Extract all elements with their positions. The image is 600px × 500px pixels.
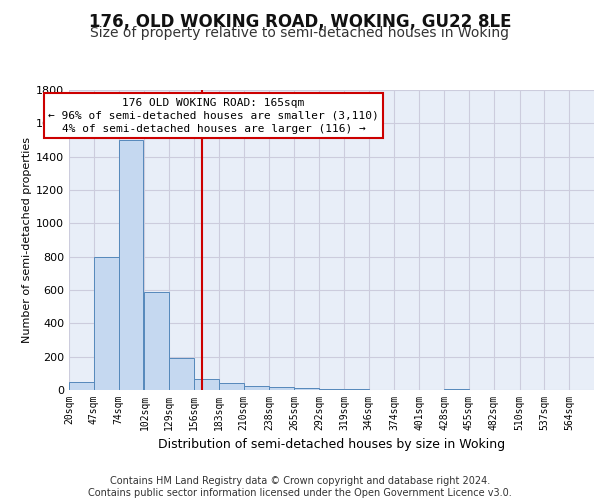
Bar	[219, 384, 244, 390]
Bar	[344, 389, 369, 390]
Bar	[444, 389, 469, 390]
Text: Size of property relative to semi-detached houses in Woking: Size of property relative to semi-detach…	[91, 26, 509, 40]
Text: 176 OLD WOKING ROAD: 165sqm
← 96% of semi-detached houses are smaller (3,110)
4%: 176 OLD WOKING ROAD: 165sqm ← 96% of sem…	[48, 98, 379, 134]
Bar	[294, 388, 319, 390]
Bar	[244, 386, 269, 390]
Bar	[145, 292, 169, 390]
X-axis label: Distribution of semi-detached houses by size in Woking: Distribution of semi-detached houses by …	[158, 438, 505, 452]
Bar	[69, 382, 94, 390]
Text: 176, OLD WOKING ROAD, WOKING, GU22 8LE: 176, OLD WOKING ROAD, WOKING, GU22 8LE	[89, 12, 511, 30]
Bar	[269, 386, 294, 390]
Bar	[119, 140, 143, 390]
Y-axis label: Number of semi-detached properties: Number of semi-detached properties	[22, 137, 32, 343]
Text: Contains HM Land Registry data © Crown copyright and database right 2024.
Contai: Contains HM Land Registry data © Crown c…	[88, 476, 512, 498]
Bar	[194, 379, 219, 390]
Bar	[319, 389, 344, 390]
Bar	[169, 358, 194, 390]
Bar	[94, 256, 119, 390]
